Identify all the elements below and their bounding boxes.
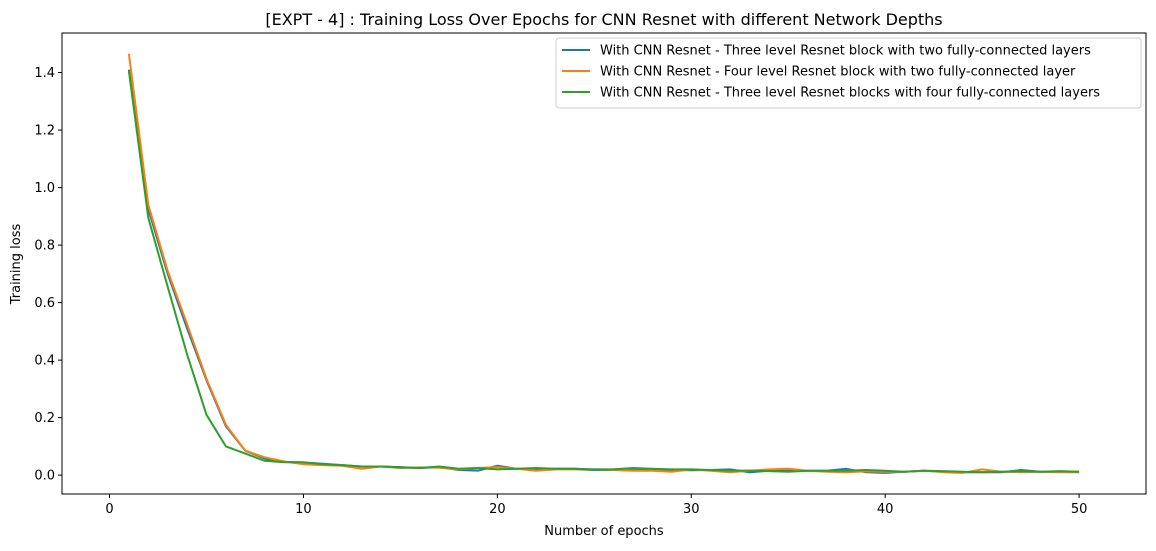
y-tick-label: 1.0: [34, 181, 55, 196]
legend-box: [555, 37, 1142, 109]
y-tick-label: 0.0: [34, 469, 55, 484]
legend-label-3: With CNN Resnet - Three level Resnet blo…: [600, 86, 1100, 101]
x-axis-label: Number of epochs: [544, 524, 664, 539]
legend: With CNN Resnet - Three level Resnet blo…: [555, 37, 1142, 109]
y-tick-label: 1.4: [34, 66, 55, 81]
legend-label-1: With CNN Resnet - Three level Resnet blo…: [600, 44, 1091, 59]
y-tick-label: 1.2: [34, 124, 55, 139]
series-line-2: [127, 53, 1080, 474]
x-tick-label: 50: [1071, 502, 1088, 517]
x-tick-label: 30: [683, 502, 700, 517]
chart-title: [EXPT - 4] : Training Loss Over Epochs f…: [265, 10, 942, 29]
series-line-3: [127, 70, 1080, 474]
y-axis-ticks: 0.0 0.2 0.4 0.6 0.8 1.0 1.2 1.4: [34, 66, 62, 484]
y-axis-label: Training loss: [9, 224, 24, 306]
x-tick-label: 10: [295, 502, 312, 517]
plot-frame: [61, 32, 1147, 495]
y-tick-label: 0.8: [34, 239, 55, 254]
y-tick-label: 0.6: [34, 296, 55, 311]
x-axis-ticks: 0 10 20 30 40 50: [105, 494, 1087, 517]
x-tick-label: 20: [489, 502, 506, 517]
y-tick-label: 0.4: [34, 354, 55, 369]
legend-label-2: With CNN Resnet - Four level Resnet bloc…: [600, 65, 1076, 80]
x-tick-label: 0: [105, 502, 113, 517]
y-tick-label: 0.2: [34, 411, 55, 426]
x-tick-label: 40: [877, 502, 894, 517]
plot-area: [127, 53, 1080, 474]
series-line-1: [127, 69, 1080, 474]
